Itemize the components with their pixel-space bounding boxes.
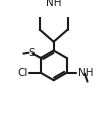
- Text: NH: NH: [78, 68, 93, 78]
- Text: NH: NH: [46, 0, 61, 8]
- Text: Cl: Cl: [17, 68, 28, 78]
- Text: S: S: [28, 48, 35, 58]
